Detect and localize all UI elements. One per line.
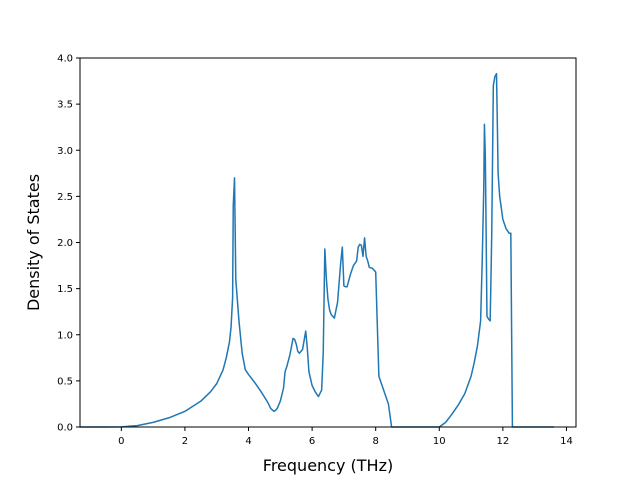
y-axis-label: Density of States [24,174,43,311]
y-tick-label: 3.0 [57,146,73,157]
x-tick-label: 2 [182,436,188,447]
x-tick-label: 4 [245,436,251,447]
y-tick-label: 1.5 [57,284,73,295]
y-tick-label: 1.0 [57,330,73,341]
x-tick-label: 14 [560,436,573,447]
y-tick-label: 0.0 [57,423,73,434]
plot-area [79,72,555,428]
x-tick-label: 8 [373,436,379,447]
y-tick-label: 0.5 [57,376,73,387]
y-tick-label: 2.0 [57,238,73,249]
y-axis-ticks: 0.0 0.5 1.0 1.5 2.0 2.5 3.0 3.5 4.0 [57,54,80,434]
x-tick-label: 12 [497,436,510,447]
dos-series-line-0 [79,72,555,428]
x-axis-ticks: 0 2 4 6 8 10 12 14 [118,427,573,447]
x-tick-label: 0 [118,436,124,447]
y-tick-label: 3.5 [57,100,73,111]
x-axis-label: Frequency (THz) [263,456,393,475]
x-tick-label: 6 [309,436,315,447]
y-tick-label: 4.0 [57,54,73,65]
y-tick-label: 2.5 [57,192,73,203]
x-tick-label: 10 [433,436,446,447]
